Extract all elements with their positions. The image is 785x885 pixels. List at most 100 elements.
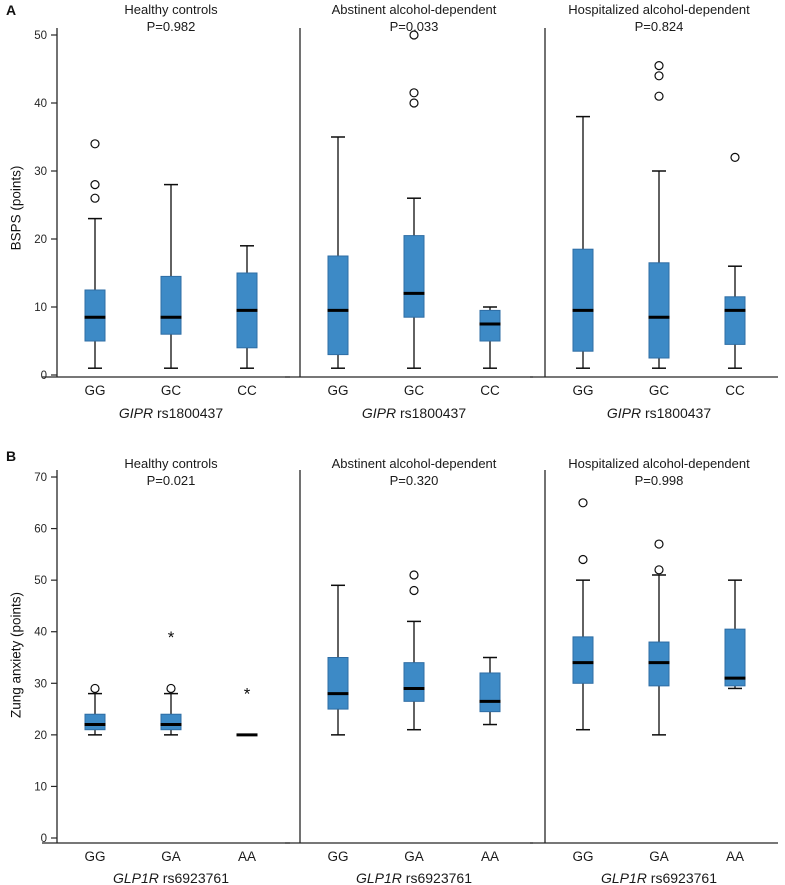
outlier-point [654, 60, 664, 71]
iqr-box [724, 296, 746, 345]
outlier-point [409, 570, 419, 580]
y-tick-label: 0 [41, 833, 47, 845]
iqr-box [648, 262, 670, 359]
category-label: GG [572, 849, 593, 864]
gene-name: GIPR [362, 405, 396, 421]
y-tick-label: 30 [34, 166, 47, 178]
iqr-box [327, 657, 349, 710]
outlier-point [654, 91, 664, 101]
gene-name: GLP1R [113, 870, 159, 885]
extreme-point: * [168, 628, 175, 647]
gene-axis-label: GLP1R rs6923761 [113, 870, 229, 885]
category-label: GG [572, 383, 593, 398]
gene-axis-label: GIPR rs1800437 [362, 405, 467, 421]
y-tick-label: 0 [41, 370, 47, 382]
variant-id: rs6923761 [402, 870, 472, 885]
outlier-point [409, 98, 419, 108]
variant-id: rs1800437 [396, 405, 466, 421]
panel-p-value: P=0.998 [635, 473, 684, 488]
panel-p-value: P=0.033 [390, 19, 439, 34]
category-label: AA [238, 849, 256, 864]
variant-id: rs1800437 [641, 405, 711, 421]
gene-name: GLP1R [356, 870, 402, 885]
category-label: GA [649, 849, 669, 864]
y-tick-label: 10 [34, 781, 47, 793]
gene-axis-label: GLP1R rs6923761 [601, 870, 717, 885]
category-label: CC [480, 383, 500, 398]
iqr-box [572, 636, 594, 684]
gene-name: GLP1R [601, 870, 647, 885]
category-label: GG [327, 383, 348, 398]
iqr-box [724, 628, 746, 687]
panel-p-value: P=0.824 [635, 19, 684, 34]
panel-p-value: P=0.021 [147, 473, 196, 488]
panel-title: Hospitalized alcohol-dependent [568, 456, 750, 471]
outlier-point [654, 71, 664, 81]
outlier-point [90, 180, 100, 190]
outlier-point [654, 565, 664, 575]
gene-axis-label: GIPR rs1800437 [119, 405, 224, 421]
y-tick-label: 10 [34, 302, 47, 314]
iqr-box [160, 275, 182, 335]
panel-title: Abstinent alcohol-dependent [332, 2, 497, 17]
category-label: AA [481, 849, 499, 864]
gene-axis-label: GIPR rs1800437 [607, 405, 712, 421]
gene-name: GIPR [607, 405, 641, 421]
outlier-point [654, 539, 664, 549]
iqr-box [84, 289, 106, 342]
iqr-box [403, 235, 425, 318]
outlier-point [90, 683, 100, 694]
row-b-letter: B [6, 448, 17, 464]
outlier-point [90, 193, 100, 203]
category-label: AA [726, 849, 744, 864]
y-tick-label: 20 [34, 234, 47, 246]
panel-p-value: P=0.320 [390, 473, 439, 488]
iqr-box [84, 713, 106, 731]
panel-title: Healthy controls [124, 456, 218, 471]
outlier-point [90, 139, 100, 149]
category-label: GC [404, 383, 425, 398]
panel-title: Healthy controls [124, 2, 218, 17]
category-label: CC [725, 383, 745, 398]
variant-id: rs1800437 [153, 405, 223, 421]
y-tick-label: 40 [34, 627, 47, 639]
category-label: GG [84, 383, 105, 398]
iqr-box [479, 309, 501, 342]
row-a-letter: A [6, 2, 17, 18]
category-label: GG [327, 849, 348, 864]
y-tick-label: 60 [34, 524, 47, 536]
y-axis-label-bsps: BSPS (points) [8, 165, 24, 251]
outlier-point [578, 554, 588, 565]
y-axis-label-zung: Zung anxiety (points) [8, 591, 24, 719]
gene-name: GIPR [119, 405, 153, 421]
y-tick-label: 20 [34, 730, 47, 742]
category-label: GA [404, 849, 424, 864]
panel-title: Hospitalized alcohol-dependent [568, 2, 750, 17]
outlier-point [166, 683, 176, 694]
panel-title: Abstinent alcohol-dependent [332, 456, 497, 471]
y-tick-label: 50 [34, 575, 47, 587]
y-tick-label: 40 [34, 98, 47, 110]
outlier-point [578, 498, 588, 508]
category-label: GC [649, 383, 670, 398]
category-label: CC [237, 383, 257, 398]
iqr-box [160, 713, 182, 731]
y-tick-label: 70 [34, 472, 47, 484]
iqr-box [327, 255, 349, 356]
y-tick-label: 50 [34, 30, 47, 42]
y-tick-label: 30 [34, 678, 47, 690]
outlier-point [409, 585, 419, 596]
category-label: GG [84, 849, 105, 864]
outlier-point [730, 152, 740, 162]
outlier-point [409, 30, 419, 40]
variant-id: rs6923761 [159, 870, 229, 885]
iqr-box [572, 248, 594, 352]
gene-axis-label: GLP1R rs6923761 [356, 870, 472, 885]
outlier-point [409, 88, 419, 98]
extreme-point: * [244, 685, 251, 704]
variant-id: rs6923761 [647, 870, 717, 885]
panel-p-value: P=0.982 [147, 19, 196, 34]
iqr-box [479, 672, 501, 713]
